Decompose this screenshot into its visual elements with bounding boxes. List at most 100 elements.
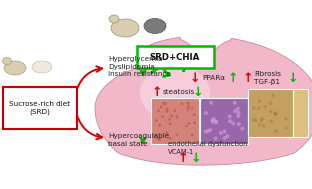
Ellipse shape xyxy=(168,118,171,121)
Polygon shape xyxy=(95,37,312,165)
Ellipse shape xyxy=(144,19,166,33)
Ellipse shape xyxy=(233,109,237,113)
Ellipse shape xyxy=(181,102,183,105)
Ellipse shape xyxy=(188,122,190,125)
Text: Hypercoagulable
basal state: Hypercoagulable basal state xyxy=(108,133,169,147)
Text: ↑: ↑ xyxy=(243,71,253,84)
Ellipse shape xyxy=(226,134,230,138)
Ellipse shape xyxy=(208,128,212,132)
Ellipse shape xyxy=(258,123,261,126)
Ellipse shape xyxy=(32,61,52,73)
Ellipse shape xyxy=(228,115,232,119)
Ellipse shape xyxy=(111,19,139,37)
Ellipse shape xyxy=(193,113,196,116)
Ellipse shape xyxy=(166,108,168,111)
Text: ↓: ↓ xyxy=(288,71,298,84)
Ellipse shape xyxy=(269,110,272,113)
Text: PPARα: PPARα xyxy=(202,75,225,81)
Text: SRD+CHIA: SRD+CHIA xyxy=(150,53,200,61)
Ellipse shape xyxy=(170,114,173,117)
FancyBboxPatch shape xyxy=(137,46,214,68)
Ellipse shape xyxy=(154,134,157,137)
Ellipse shape xyxy=(261,117,264,120)
Text: Fibrosis
TGF-β1: Fibrosis TGF-β1 xyxy=(254,71,281,85)
Ellipse shape xyxy=(270,119,273,123)
Ellipse shape xyxy=(210,118,214,122)
Ellipse shape xyxy=(271,94,275,97)
Text: ↓: ↓ xyxy=(193,85,203,98)
Ellipse shape xyxy=(214,120,218,124)
Ellipse shape xyxy=(2,57,12,64)
Ellipse shape xyxy=(206,129,210,133)
Ellipse shape xyxy=(231,121,235,125)
Ellipse shape xyxy=(191,134,194,137)
Text: endothelial dysfunction
VCAM-1: endothelial dysfunction VCAM-1 xyxy=(168,141,247,155)
Ellipse shape xyxy=(176,115,179,119)
Ellipse shape xyxy=(219,131,223,135)
Ellipse shape xyxy=(214,120,218,124)
Ellipse shape xyxy=(157,109,160,112)
FancyBboxPatch shape xyxy=(151,98,199,144)
Ellipse shape xyxy=(236,107,240,111)
Text: steatosis: steatosis xyxy=(163,89,195,95)
Ellipse shape xyxy=(193,121,196,124)
Ellipse shape xyxy=(252,119,256,122)
Ellipse shape xyxy=(260,119,263,122)
Text: ↓: ↓ xyxy=(190,71,200,84)
Text: ↑: ↑ xyxy=(152,85,162,98)
Ellipse shape xyxy=(236,114,240,118)
Ellipse shape xyxy=(252,106,256,110)
Ellipse shape xyxy=(158,138,161,141)
Ellipse shape xyxy=(284,117,288,120)
Ellipse shape xyxy=(187,105,190,108)
Ellipse shape xyxy=(109,15,119,23)
Text: ↓: ↓ xyxy=(191,152,201,164)
Ellipse shape xyxy=(262,124,265,128)
Ellipse shape xyxy=(160,106,163,109)
Ellipse shape xyxy=(241,127,244,131)
Ellipse shape xyxy=(166,110,168,113)
FancyBboxPatch shape xyxy=(293,89,308,137)
Ellipse shape xyxy=(187,101,189,105)
Ellipse shape xyxy=(222,129,227,133)
FancyBboxPatch shape xyxy=(200,98,248,144)
Ellipse shape xyxy=(228,119,232,123)
Ellipse shape xyxy=(162,102,165,105)
Text: Sucrose-rich diet
(SRD): Sucrose-rich diet (SRD) xyxy=(9,101,71,115)
Ellipse shape xyxy=(274,113,278,116)
Ellipse shape xyxy=(237,122,241,126)
Ellipse shape xyxy=(175,133,178,136)
Ellipse shape xyxy=(161,115,164,118)
Ellipse shape xyxy=(274,112,278,115)
Ellipse shape xyxy=(233,101,237,105)
Ellipse shape xyxy=(257,107,261,110)
Text: Hyperglycemia
Dyslipidemia
Insulin resistance: Hyperglycemia Dyslipidemia Insulin resis… xyxy=(108,57,171,77)
Ellipse shape xyxy=(165,131,168,134)
Ellipse shape xyxy=(209,101,213,105)
Ellipse shape xyxy=(185,125,188,128)
Ellipse shape xyxy=(155,119,158,122)
Ellipse shape xyxy=(203,130,207,134)
Ellipse shape xyxy=(157,137,160,140)
Ellipse shape xyxy=(223,136,227,140)
FancyBboxPatch shape xyxy=(3,87,77,129)
Ellipse shape xyxy=(258,100,261,103)
Ellipse shape xyxy=(4,61,26,75)
Ellipse shape xyxy=(236,111,241,115)
Ellipse shape xyxy=(169,122,172,125)
Ellipse shape xyxy=(211,120,215,124)
Ellipse shape xyxy=(285,126,288,130)
FancyBboxPatch shape xyxy=(248,89,293,137)
Ellipse shape xyxy=(263,105,267,108)
Ellipse shape xyxy=(269,101,272,105)
Ellipse shape xyxy=(275,129,278,133)
Text: ↑: ↑ xyxy=(178,152,188,164)
Ellipse shape xyxy=(173,109,176,112)
Ellipse shape xyxy=(190,106,193,109)
Ellipse shape xyxy=(213,136,217,140)
Ellipse shape xyxy=(158,124,161,127)
Ellipse shape xyxy=(204,111,208,115)
Ellipse shape xyxy=(164,102,167,105)
Ellipse shape xyxy=(212,117,216,121)
Ellipse shape xyxy=(140,66,210,121)
